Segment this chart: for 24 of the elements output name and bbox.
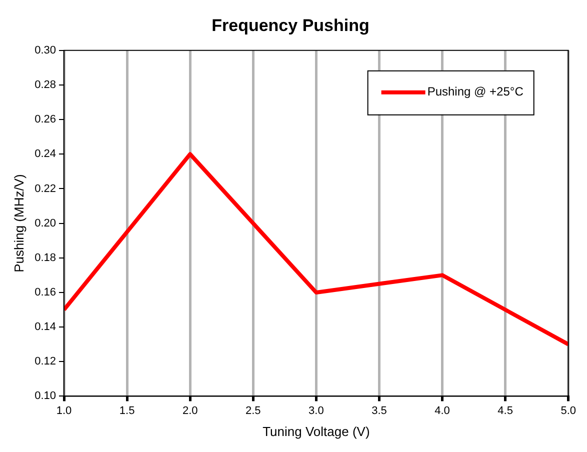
x-axis-title: Tuning Voltage (V): [262, 424, 370, 439]
x-tick-label: 3.5: [372, 404, 387, 417]
y-tick-label: 0.30: [34, 44, 56, 56]
y-tick-label: 0.28: [34, 79, 56, 92]
y-tick-label: 0.16: [34, 286, 56, 298]
y-tick-label: 0.10: [34, 390, 56, 402]
x-tick-label: 3.0: [308, 404, 324, 417]
y-axis-title: Pushing (MHz/V): [11, 174, 26, 272]
y-tick-label: 0.18: [34, 252, 56, 264]
y-tick-label: 0.24: [34, 148, 56, 160]
y-tick-label: 0.12: [34, 356, 56, 368]
legend-label: Pushing @ +25°C: [427, 84, 524, 99]
x-tick-label: 2.0: [182, 404, 198, 417]
y-tick-label: 0.20: [34, 217, 56, 230]
x-tick-label: 1.5: [119, 404, 135, 417]
chart-title: Frequency Pushing: [212, 16, 370, 35]
y-tick-label: 0.26: [34, 114, 56, 126]
y-tick-label: 0.14: [34, 321, 56, 334]
x-tick-label: 4.5: [498, 404, 513, 417]
x-tick-label: 5.0: [560, 404, 576, 417]
x-tick-label: 2.5: [245, 404, 261, 417]
y-tick-label: 0.22: [34, 182, 56, 195]
x-tick-label: 1.0: [56, 404, 72, 417]
x-tick-label: 4.0: [434, 404, 450, 417]
